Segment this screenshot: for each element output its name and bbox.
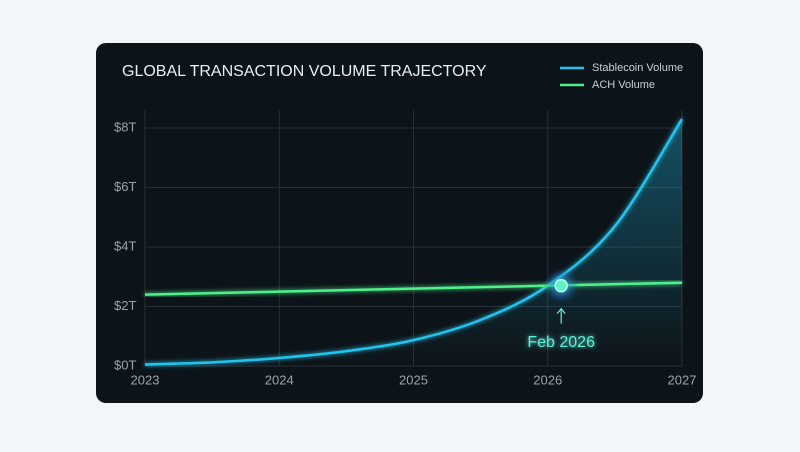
y-tick-label: $6T	[114, 179, 136, 194]
x-tick-label: 2024	[265, 372, 294, 387]
annotation-arrowhead	[556, 307, 566, 315]
legend-label: Stablecoin Volume	[592, 62, 683, 74]
x-tick-label: 2027	[668, 372, 697, 387]
x-tick-label: 2025	[399, 372, 428, 387]
annotation-label: Feb 2026	[527, 334, 595, 351]
annotation-dot	[554, 278, 568, 293]
series-line	[144, 118, 684, 366]
x-tick-label: 2023	[131, 372, 160, 387]
y-tick-label: $8T	[114, 119, 136, 134]
series-line	[144, 281, 683, 296]
area-fill	[145, 119, 682, 366]
legend-label: ACH Volume	[592, 79, 655, 91]
y-tick-label: $4T	[114, 238, 136, 253]
chart-title: GLOBAL TRANSACTION VOLUME TRAJECTORY	[122, 63, 487, 80]
x-tick-label: 2026	[533, 372, 562, 387]
y-tick-label: $0T	[114, 357, 136, 372]
y-tick-label: $2T	[114, 298, 136, 313]
